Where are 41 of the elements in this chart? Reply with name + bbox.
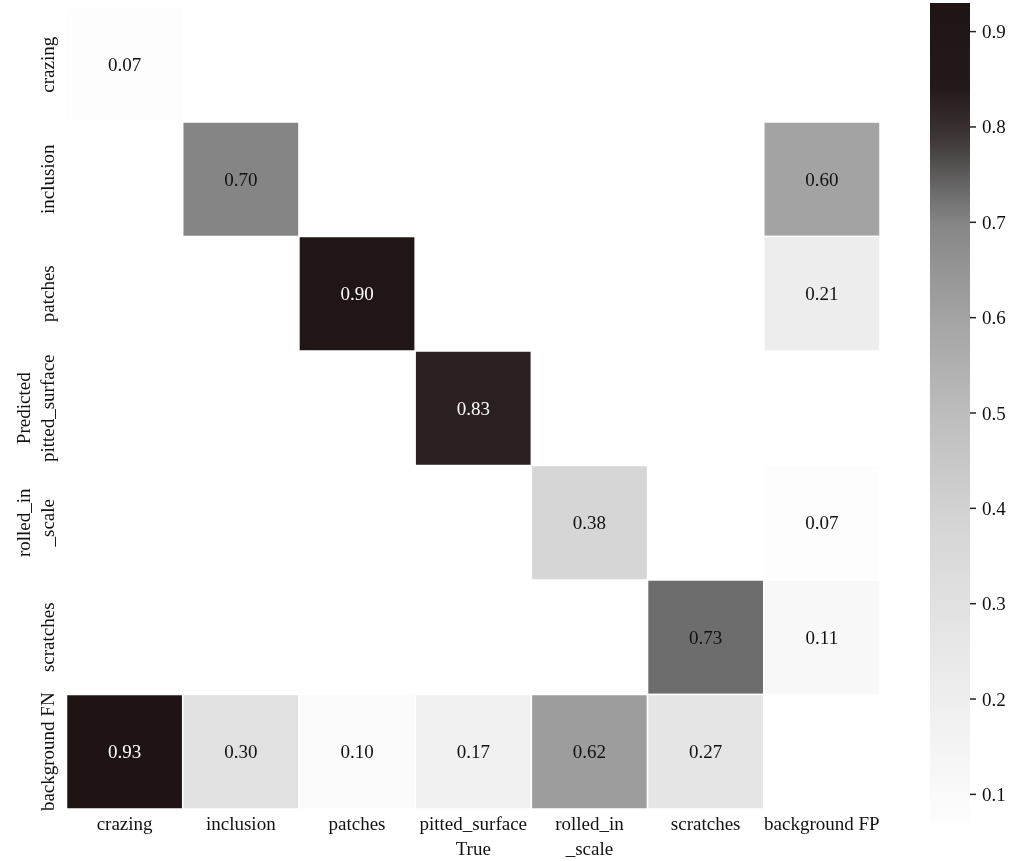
x-tick-label: scratches <box>670 813 741 834</box>
data-label: 0.83 <box>456 397 490 419</box>
x-tick-label: pitted_surface <box>419 813 528 834</box>
data-label: 0.11 <box>805 626 839 648</box>
x-tick-label: background FP <box>764 813 880 834</box>
x-tick-label: patches <box>328 813 386 834</box>
color-bar-label: 0.8 <box>982 116 1006 138</box>
data-label: 0.38 <box>572 512 607 534</box>
data-label: 0.10 <box>340 741 374 763</box>
color-bar-label: 0.9 <box>982 21 1006 43</box>
data-label: 0.62 <box>572 741 607 763</box>
color-bar-label: 0.4 <box>982 497 1007 519</box>
data-label: 0.17 <box>456 741 490 763</box>
x-tick-label: rolled_in _scale <box>555 813 625 859</box>
y-tick-label: background FN <box>37 692 58 812</box>
x-tick-label: crazing <box>96 813 154 834</box>
y-tick-label: rolled_in _scale <box>13 487 58 558</box>
data-label: 0.70 <box>224 168 258 190</box>
x-tick-label: inclusion <box>205 813 277 834</box>
y-tick-label: crazing <box>37 36 58 93</box>
data-label: 0.30 <box>224 741 258 763</box>
color-bar-label: 0.7 <box>982 211 1006 233</box>
data-label: 0.27 <box>689 741 723 763</box>
y-tick-label: inclusion <box>37 143 58 215</box>
color-bar-label: 0.6 <box>982 307 1006 329</box>
data-label: 0.07 <box>107 54 142 76</box>
y-axis-title: Predicted <box>13 371 34 445</box>
x-axis-title: True <box>455 838 491 859</box>
data-label: 0.73 <box>689 626 723 648</box>
y-tick-label: pitted_surface <box>37 354 58 463</box>
y-tick-label: patches <box>37 265 58 323</box>
data-label: 0.90 <box>340 283 374 305</box>
data-label: 0.21 <box>805 283 839 305</box>
data-label: 0.93 <box>107 741 142 763</box>
data-label: 0.60 <box>805 168 839 190</box>
color-bar-label: 0.3 <box>982 593 1006 615</box>
color-bar-label: 0.5 <box>982 402 1006 424</box>
color-bar-label: 0.1 <box>982 783 1006 805</box>
y-tick-label: scratches <box>37 602 58 673</box>
data-label: 0.07 <box>805 512 839 534</box>
color-bar-label: 0.2 <box>982 688 1006 710</box>
